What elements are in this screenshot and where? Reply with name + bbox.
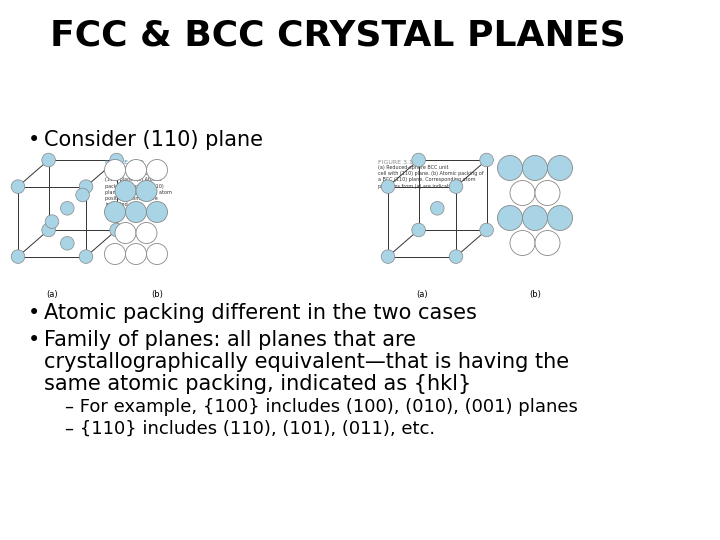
Text: (b): (b) xyxy=(529,290,541,299)
Text: •: • xyxy=(28,330,40,350)
Text: – For example, {100} includes (100), (010), (001) planes: – For example, {100} includes (100), (01… xyxy=(65,398,578,416)
Circle shape xyxy=(76,188,89,202)
Circle shape xyxy=(79,180,93,193)
Text: – {110} includes (110), (101), (011), etc.: – {110} includes (110), (101), (011), et… xyxy=(65,420,435,438)
Text: Family of planes: all planes that are: Family of planes: all planes that are xyxy=(44,330,416,350)
Circle shape xyxy=(109,223,123,237)
Circle shape xyxy=(510,231,535,255)
Text: (a): (a) xyxy=(46,290,58,299)
Text: FCC & BCC CRYSTAL PLANES: FCC & BCC CRYSTAL PLANES xyxy=(50,18,626,52)
Text: crystallographically equivalent—that is having the: crystallographically equivalent—that is … xyxy=(44,352,569,372)
Circle shape xyxy=(449,250,463,264)
Circle shape xyxy=(115,222,136,244)
Text: Consider (110) plane: Consider (110) plane xyxy=(44,130,263,150)
Circle shape xyxy=(146,159,168,180)
Circle shape xyxy=(547,206,572,231)
Circle shape xyxy=(480,153,493,167)
Text: •: • xyxy=(28,130,40,150)
Circle shape xyxy=(136,180,157,201)
Circle shape xyxy=(146,201,168,222)
Text: FIGURE 3.11: FIGURE 3.11 xyxy=(378,160,417,165)
Circle shape xyxy=(535,231,560,255)
Circle shape xyxy=(104,159,125,180)
Circle shape xyxy=(60,237,74,250)
Circle shape xyxy=(480,223,493,237)
Circle shape xyxy=(42,223,55,237)
Circle shape xyxy=(381,180,395,193)
Circle shape xyxy=(12,250,24,264)
Circle shape xyxy=(547,156,572,180)
Circle shape xyxy=(412,153,426,167)
Circle shape xyxy=(60,201,74,215)
Text: (a) Reduced-
sphere FCC unit cell with
(110) plane. (b) Atomic
packing of an FCC: (a) Reduced- sphere FCC unit cell with (… xyxy=(105,165,172,207)
Text: (b): (b) xyxy=(151,290,163,299)
Circle shape xyxy=(535,180,560,206)
Text: FIGURE 3.10: FIGURE 3.10 xyxy=(105,160,144,165)
Text: Atomic packing different in the two cases: Atomic packing different in the two case… xyxy=(44,303,477,323)
Text: same atomic packing, indicated as {hkl}: same atomic packing, indicated as {hkl} xyxy=(44,374,472,394)
Circle shape xyxy=(136,222,157,244)
Circle shape xyxy=(523,156,547,180)
Text: (a): (a) xyxy=(416,290,428,299)
Circle shape xyxy=(431,201,444,215)
Circle shape xyxy=(125,244,146,265)
Circle shape xyxy=(45,215,59,228)
Circle shape xyxy=(523,206,547,231)
Circle shape xyxy=(449,180,463,193)
Circle shape xyxy=(498,206,523,231)
Circle shape xyxy=(498,156,523,180)
Circle shape xyxy=(109,153,123,167)
Circle shape xyxy=(42,153,55,167)
Circle shape xyxy=(510,180,535,206)
Text: •: • xyxy=(28,303,40,323)
Circle shape xyxy=(104,201,125,222)
Circle shape xyxy=(412,223,426,237)
Circle shape xyxy=(125,159,146,180)
Circle shape xyxy=(381,250,395,264)
Circle shape xyxy=(12,180,24,193)
Circle shape xyxy=(79,250,93,264)
Circle shape xyxy=(104,244,125,265)
Circle shape xyxy=(146,244,168,265)
Circle shape xyxy=(125,201,146,222)
Circle shape xyxy=(115,180,136,201)
Text: (a) Reduced-sphere BCC unit
cell with (110) plane. (b) Atomic packing of
a BCC (: (a) Reduced-sphere BCC unit cell with (1… xyxy=(378,165,484,188)
